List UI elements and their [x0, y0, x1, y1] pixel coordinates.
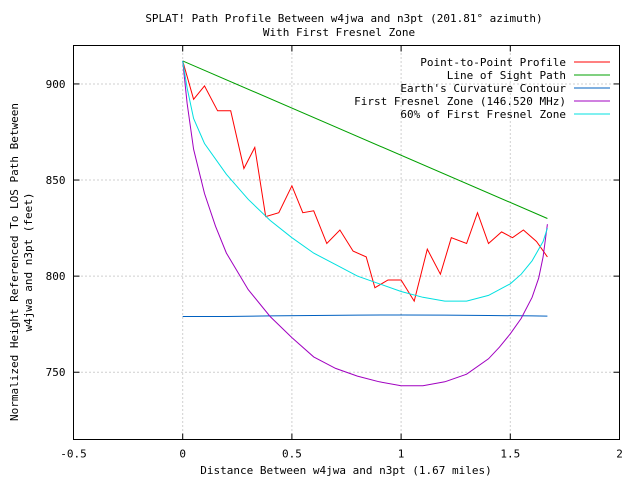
- x-tick-label: 0: [179, 448, 186, 461]
- x-tick-label: 0.5: [282, 448, 302, 461]
- legend-label: Earth's Curvature Contour: [400, 82, 566, 95]
- x-tick-label: 2: [616, 448, 623, 461]
- series-60-of-first-fresnel-zone: [182, 60, 548, 302]
- x-tick-label: -0.5: [60, 448, 87, 461]
- y-tick-label: 850: [46, 174, 66, 187]
- legend-label: 60% of First Fresnel Zone: [400, 108, 566, 121]
- legend-label: First Fresnel Zone (146.520 MHz): [354, 95, 566, 108]
- y-tick-label: 750: [46, 366, 66, 379]
- y-tick-label: 900: [46, 78, 66, 91]
- grid: [73, 45, 620, 440]
- y-axis-label-line2: w4jwa and n3pt (feet): [22, 192, 35, 331]
- chart-title: SPLAT! Path Profile Between w4jwa and n3…: [145, 12, 542, 25]
- x-tick-label: 1: [398, 448, 405, 461]
- axis-ticks: -0.5 0 0.5 1 1.5 2 750 800 850 900: [46, 45, 623, 461]
- y-axis-label-line1: Normalized Height Referenced To LOS Path…: [8, 103, 21, 421]
- legend-label: Line of Sight Path: [447, 69, 566, 82]
- x-axis-label: Distance Between w4jwa and n3pt (1.67 mi…: [200, 464, 491, 477]
- series-line-of-sight-path: [182, 60, 548, 219]
- legend-label: Point-to-Point Profile: [420, 56, 566, 69]
- series-point-to-point-profile: [182, 60, 548, 303]
- chart-subtitle: With First Fresnel Zone: [263, 26, 415, 39]
- plot-frame: [73, 45, 620, 440]
- series-earth-s-curvature-contour: [182, 314, 548, 317]
- series-first-fresnel-zone-146-520-mhz: [182, 60, 548, 387]
- series-lines: [182, 60, 548, 387]
- x-tick-label: 1.5: [500, 448, 520, 461]
- y-tick-label: 800: [46, 270, 66, 283]
